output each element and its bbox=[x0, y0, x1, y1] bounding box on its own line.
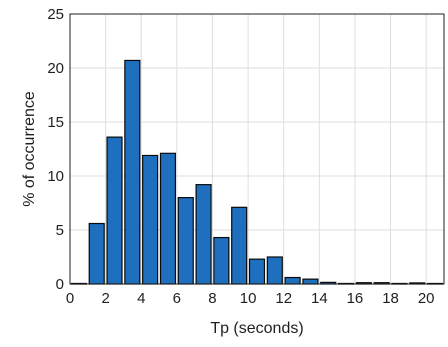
x-tick-label: 20 bbox=[418, 290, 435, 307]
y-tick-label: 10 bbox=[47, 168, 64, 185]
x-tick-label: 14 bbox=[311, 290, 328, 307]
bar bbox=[88, 222, 105, 285]
bar bbox=[124, 59, 141, 285]
y-tick-label: 5 bbox=[56, 222, 64, 239]
bar bbox=[159, 152, 177, 285]
bar bbox=[302, 278, 319, 285]
y-tick-label: 25 bbox=[47, 6, 64, 23]
x-tick-label: 4 bbox=[137, 290, 145, 307]
bar bbox=[266, 256, 283, 285]
bar bbox=[106, 136, 123, 285]
y-axis-label: % of occurrence bbox=[21, 91, 38, 207]
bar bbox=[177, 197, 194, 285]
x-tick-label: 16 bbox=[347, 290, 364, 307]
bar bbox=[231, 206, 248, 285]
x-tick-label: 6 bbox=[173, 290, 181, 307]
y-tick-label: 20 bbox=[47, 60, 64, 77]
x-tick-label: 8 bbox=[208, 290, 216, 307]
bar bbox=[213, 236, 230, 285]
x-axis-label: Tp (seconds) bbox=[210, 320, 303, 337]
x-tick-label: 18 bbox=[382, 290, 399, 307]
y-tick-label: 0 bbox=[56, 276, 64, 293]
plot-frame bbox=[69, 13, 445, 285]
y-tick-label: 15 bbox=[47, 114, 64, 131]
y-tick-labels: 0 5 10 15 20 25 bbox=[47, 6, 64, 293]
x-tick-labels: 0 2 4 6 8 10 12 14 16 18 20 bbox=[66, 290, 435, 307]
x-tick-label: 10 bbox=[240, 290, 257, 307]
bars bbox=[70, 59, 444, 285]
bar bbox=[142, 154, 159, 285]
bar bbox=[284, 276, 301, 285]
x-tick-label: 12 bbox=[275, 290, 292, 307]
bar bbox=[195, 184, 212, 285]
bar bbox=[248, 258, 266, 285]
x-tick-label: 0 bbox=[66, 290, 74, 307]
x-tick-label: 2 bbox=[101, 290, 109, 307]
